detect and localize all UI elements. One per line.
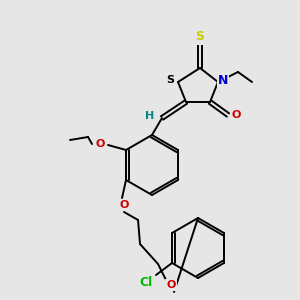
Text: O: O: [95, 139, 105, 149]
Text: S: S: [196, 31, 205, 44]
Text: S: S: [166, 75, 174, 85]
Text: O: O: [231, 110, 241, 120]
Text: O: O: [166, 280, 176, 290]
Text: Cl: Cl: [140, 277, 153, 290]
Text: H: H: [146, 111, 154, 121]
Text: O: O: [119, 200, 129, 210]
Text: N: N: [218, 74, 228, 86]
